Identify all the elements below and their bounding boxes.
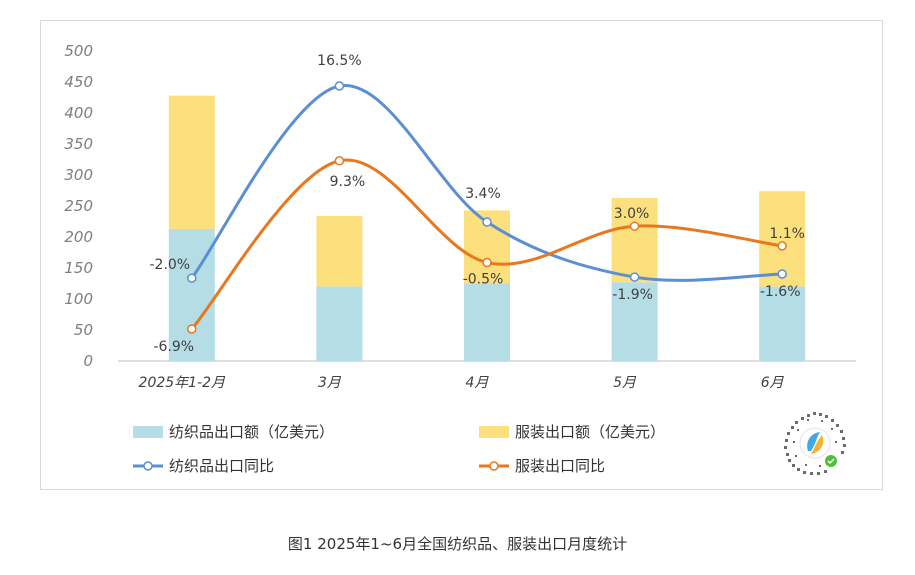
legend-label: 服装出口额（亿美元） xyxy=(515,423,665,441)
bar-textile-export xyxy=(759,286,806,361)
x-category-label: 3月 xyxy=(318,375,342,391)
data-label: 16.5% xyxy=(317,53,361,69)
line-point xyxy=(777,241,787,251)
bar-apparel-export xyxy=(611,197,658,283)
line-apparel-yoy xyxy=(190,158,783,330)
y-tick-label: 200 xyxy=(64,228,93,246)
y-tick-label: 400 xyxy=(64,104,93,122)
legend-marker xyxy=(489,461,499,471)
line-point xyxy=(629,221,640,231)
line-textile-yoy xyxy=(190,84,783,282)
legend-swatch xyxy=(479,426,509,438)
data-labels: -2.0% 16.5% 3.4% -1.9% -1.6% -6.9% 9.3% -0.5% 3.… xyxy=(149,53,805,355)
bar-apparel-export xyxy=(316,215,363,287)
chart-frame: 500 450 400 350 300 250 200 150 100 50 0 -2.0% 16.5… xyxy=(40,20,883,490)
data-label: 1.1% xyxy=(769,226,805,242)
line-point xyxy=(482,217,492,227)
y-tick-label: 350 xyxy=(64,135,93,153)
line-series xyxy=(187,81,787,334)
x-category-label: 5月 xyxy=(613,375,637,391)
bar-textile-export xyxy=(168,228,215,361)
y-tick-label: 250 xyxy=(64,197,93,215)
x-axis-categories: 2025年1-2月 3月 4月 5月 6月 xyxy=(139,375,785,391)
x-category-label: 4月 xyxy=(466,375,490,391)
x-category-label: 6月 xyxy=(761,375,785,391)
legend-marker xyxy=(143,461,153,471)
data-label: -1.9% xyxy=(612,287,653,303)
data-label: -0.5% xyxy=(463,272,504,288)
legend-label: 纺织品出口额（亿美元） xyxy=(169,423,334,441)
bar-apparel-export xyxy=(168,95,215,229)
line-point xyxy=(187,273,197,283)
data-label: 3.0% xyxy=(614,206,650,222)
data-label: 9.3% xyxy=(330,174,366,190)
y-tick-label: 450 xyxy=(64,73,93,91)
data-label: 3.4% xyxy=(465,186,501,202)
line-point xyxy=(334,156,345,166)
x-category-label: 2025年1-2月 xyxy=(139,375,226,391)
line-point xyxy=(187,324,197,334)
mini-program-qr-code-icon xyxy=(784,412,846,475)
legend-swatch xyxy=(133,426,163,438)
y-tick-label: 100 xyxy=(64,290,93,308)
data-label: -1.6% xyxy=(760,284,801,300)
legend-label: 服装出口同比 xyxy=(515,457,605,475)
line-point xyxy=(777,269,787,279)
y-tick-label: 0 xyxy=(83,352,93,370)
bars xyxy=(168,95,806,361)
line-point xyxy=(629,272,640,282)
figure-caption: 图1 2025年1~6月全国纺织品、服装出口月度统计 xyxy=(287,535,628,553)
y-tick-label: 50 xyxy=(74,321,93,339)
bar-textile-export xyxy=(316,286,363,361)
y-tick-label: 300 xyxy=(64,166,93,184)
legend: 纺织品出口额（亿美元） 服装出口额（亿美元） 纺织品出口同比 服装出口同比 xyxy=(133,423,665,475)
line-point xyxy=(334,81,345,91)
data-label: -6.9% xyxy=(153,339,194,355)
legend-label: 纺织品出口同比 xyxy=(169,457,274,475)
data-label: -2.0% xyxy=(149,257,190,273)
y-tick-label: 150 xyxy=(64,259,93,277)
bar-textile-export xyxy=(611,282,658,361)
y-tick-label: 500 xyxy=(64,42,93,60)
bar-textile-export xyxy=(464,283,510,361)
line-point xyxy=(482,257,492,268)
